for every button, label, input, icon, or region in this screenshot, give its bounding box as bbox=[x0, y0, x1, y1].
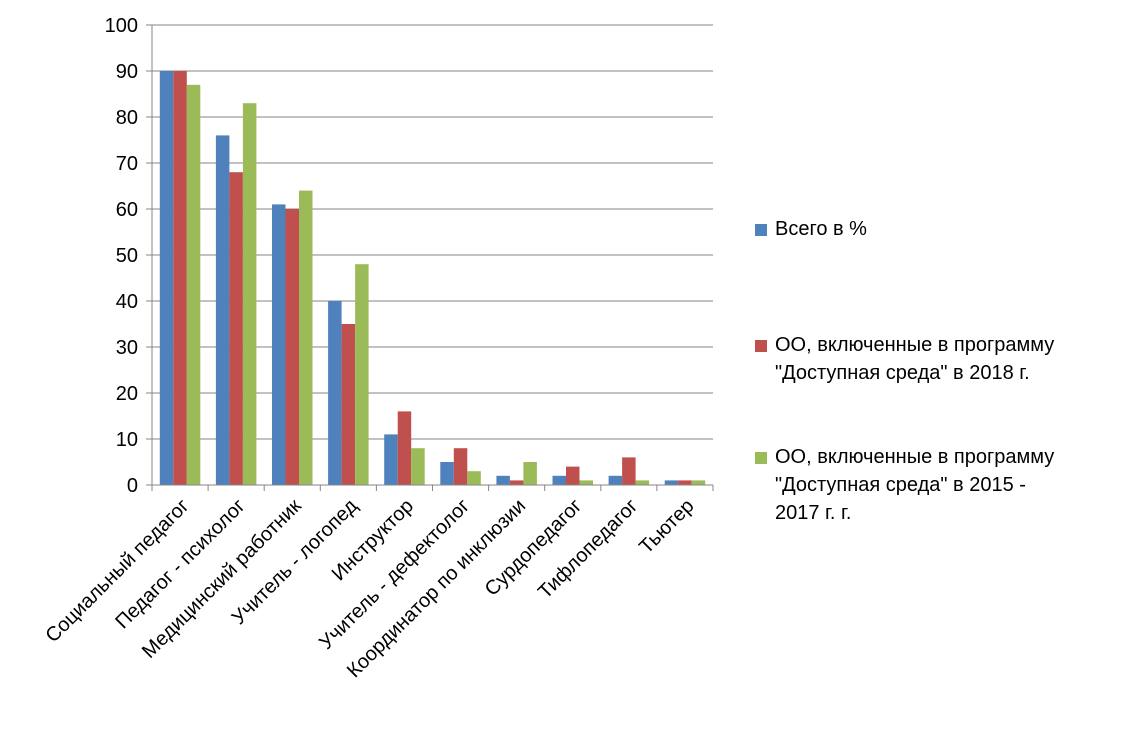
bar-series-3-1 bbox=[186, 84, 201, 486]
legend-swatch-series-1 bbox=[755, 224, 767, 236]
bar-series-1-10 bbox=[664, 480, 679, 485]
y-tick-label-80: 80 bbox=[116, 107, 138, 129]
y-tick-label-60: 60 bbox=[116, 199, 138, 221]
bar-series-2-6 bbox=[453, 448, 468, 485]
bar-series-2-4 bbox=[341, 324, 356, 485]
bar-series-1-9 bbox=[608, 475, 623, 485]
bar-series-3-5 bbox=[411, 448, 425, 485]
legend-item-series-1: Всего в % bbox=[755, 215, 1115, 243]
legend-label-series-1: Всего в % bbox=[775, 218, 867, 240]
bar-series-1-7 bbox=[496, 475, 510, 485]
y-tick-label-0: 0 bbox=[127, 475, 138, 497]
y-tick-label-90: 90 bbox=[116, 61, 138, 83]
bar-series-1-3 bbox=[272, 204, 286, 485]
bar-series-1-6 bbox=[440, 462, 454, 485]
bar-series-3-4 bbox=[355, 264, 369, 485]
y-tick-label-50: 50 bbox=[116, 245, 138, 267]
x-tick-label-9: Тифлопедагог bbox=[534, 495, 642, 603]
y-tick-label-40: 40 bbox=[116, 291, 138, 313]
y-tick-label-10: 10 bbox=[116, 429, 138, 451]
legend-swatch-series-2 bbox=[755, 340, 767, 352]
bar-series-2-1 bbox=[173, 71, 187, 485]
y-tick-label-20: 20 bbox=[116, 383, 138, 405]
bar-series-1-2 bbox=[215, 135, 230, 485]
y-tick-label-70: 70 bbox=[116, 153, 138, 175]
legend-label-series-3: ОО, включенные в программу "Доступная ср… bbox=[775, 446, 1055, 524]
bar-series-1-1 bbox=[159, 71, 174, 485]
bar-series-2-7 bbox=[509, 480, 524, 485]
bar-series-2-5 bbox=[397, 411, 412, 485]
legend-swatch-series-3 bbox=[755, 452, 767, 464]
bar-series-3-8 bbox=[579, 480, 593, 485]
bar-series-3-6 bbox=[467, 471, 481, 485]
bar-series-1-4 bbox=[328, 301, 342, 485]
y-tick-label-100: 100 bbox=[105, 15, 138, 37]
legend-label-series-2: ОО, включенные в программу "Доступная ср… bbox=[775, 334, 1055, 384]
bar-series-2-10 bbox=[678, 480, 692, 485]
bar-series-2-2 bbox=[229, 172, 243, 485]
legend-item-series-2: ОО, включенные в программу "Доступная ср… bbox=[755, 331, 1115, 387]
y-tick-label-30: 30 bbox=[116, 337, 138, 359]
legend-item-series-3: ОО, включенные в программу "Доступная ср… bbox=[755, 443, 1115, 527]
bar-series-3-7 bbox=[523, 462, 537, 485]
bar-series-2-8 bbox=[566, 466, 580, 485]
bars bbox=[159, 71, 706, 486]
bar-series-1-5 bbox=[384, 434, 398, 485]
bar-series-3-2 bbox=[242, 103, 257, 485]
bar-series-1-8 bbox=[552, 475, 566, 485]
bar-series-3-10 bbox=[691, 480, 706, 485]
x-tick-label-8: Сурдопедагог bbox=[481, 495, 587, 601]
bar-series-3-9 bbox=[635, 480, 650, 485]
bar-series-2-9 bbox=[622, 457, 636, 485]
bar-series-3-3 bbox=[299, 190, 313, 485]
y-axis: 0 10 20 30 40 50 60 70 80 90 100 bbox=[105, 15, 153, 497]
bar-series-2-3 bbox=[285, 209, 299, 485]
x-tick-label-10: Тьютер bbox=[635, 495, 698, 558]
